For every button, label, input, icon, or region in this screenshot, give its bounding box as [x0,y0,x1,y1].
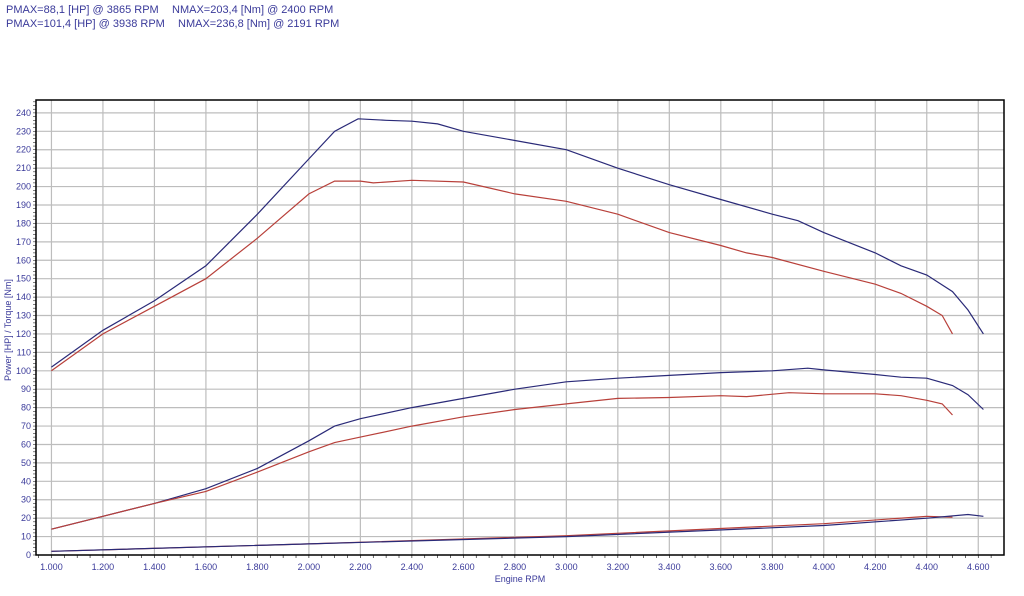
series-line-blue [51,367,984,530]
y-tick-label: 210 [16,163,31,173]
y-tick-label: 180 [16,218,31,228]
series-lines [51,118,984,552]
x-tick-label: 3.800 [761,562,784,572]
y-tick-label: 70 [21,421,31,431]
x-tick-label: 3.000 [555,562,578,572]
x-tick-label: 2.800 [504,562,527,572]
y-tick-label: 20 [21,513,31,523]
x-tick-label: 1.800 [246,562,269,572]
y-tick-label: 160 [16,255,31,265]
x-tick-label: 2.200 [349,562,372,572]
x-tick-label: 4.400 [916,562,939,572]
nmax-run1: NMAX=203,4 [Nm] @ 2400 RPM [172,4,334,16]
y-tick-label: 140 [16,292,31,302]
y-tick-label: 150 [16,274,31,284]
axis-ticks: 1.000 1.200 1.400 1.600 1.800 2.000 2.200 2.400… [16,101,992,572]
x-tick-label: 3.200 [607,562,630,572]
y-tick-label: 60 [21,439,31,449]
series-line-blue [51,118,984,368]
pmax-run1: PMAX=88,1 [HP] @ 3865 RPM [6,4,159,16]
x-tick-label: 1.400 [143,562,166,572]
pmax-run2: PMAX=101,4 [HP] @ 3938 RPM [6,18,165,30]
y-tick-label: 90 [21,384,31,394]
y-tick-label: 220 [16,145,31,155]
y-tick-label: 30 [21,495,31,505]
y-tick-label: 130 [16,311,31,321]
series-line-red [51,392,953,530]
x-tick-label: 3.600 [710,562,733,572]
x-tick-label: 1.200 [92,562,115,572]
x-tick-label: 1.600 [195,562,218,572]
y-tick-label: 0 [26,550,31,560]
grid [36,100,1004,555]
series-line-blue [51,513,984,552]
series-line-red [51,179,954,372]
plot-frame [35,99,1005,556]
y-axis-label: Power [HP] / Torque [Nm] [3,279,13,381]
nmax-run2: NMAX=236,8 [Nm] @ 2191 RPM [178,18,340,30]
x-tick-label: 2.400 [401,562,424,572]
y-tick-label: 110 [17,347,31,357]
y-tick-label: 10 [21,532,31,542]
x-tick-label: 3.400 [658,562,681,572]
x-axis-label: Engine RPM [495,574,546,584]
y-tick-label: 200 [16,182,31,192]
x-tick-label: 2.600 [452,562,475,572]
y-tick-label: 120 [16,329,31,339]
x-tick-label: 2.000 [298,562,321,572]
y-tick-label: 100 [16,366,31,376]
x-tick-label: 1.000 [40,562,63,572]
x-tick-label: 4.600 [967,562,990,572]
x-tick-label: 4.200 [864,562,887,572]
y-tick-label: 40 [21,476,31,486]
x-tick-label: 4.000 [813,562,836,572]
y-tick-label: 240 [16,108,31,118]
y-tick-label: 50 [21,458,31,468]
y-tick-label: 190 [16,200,31,210]
series-line-red [51,515,953,552]
y-tick-label: 170 [16,237,31,247]
y-tick-label: 80 [21,403,31,413]
y-tick-label: 230 [16,126,31,136]
